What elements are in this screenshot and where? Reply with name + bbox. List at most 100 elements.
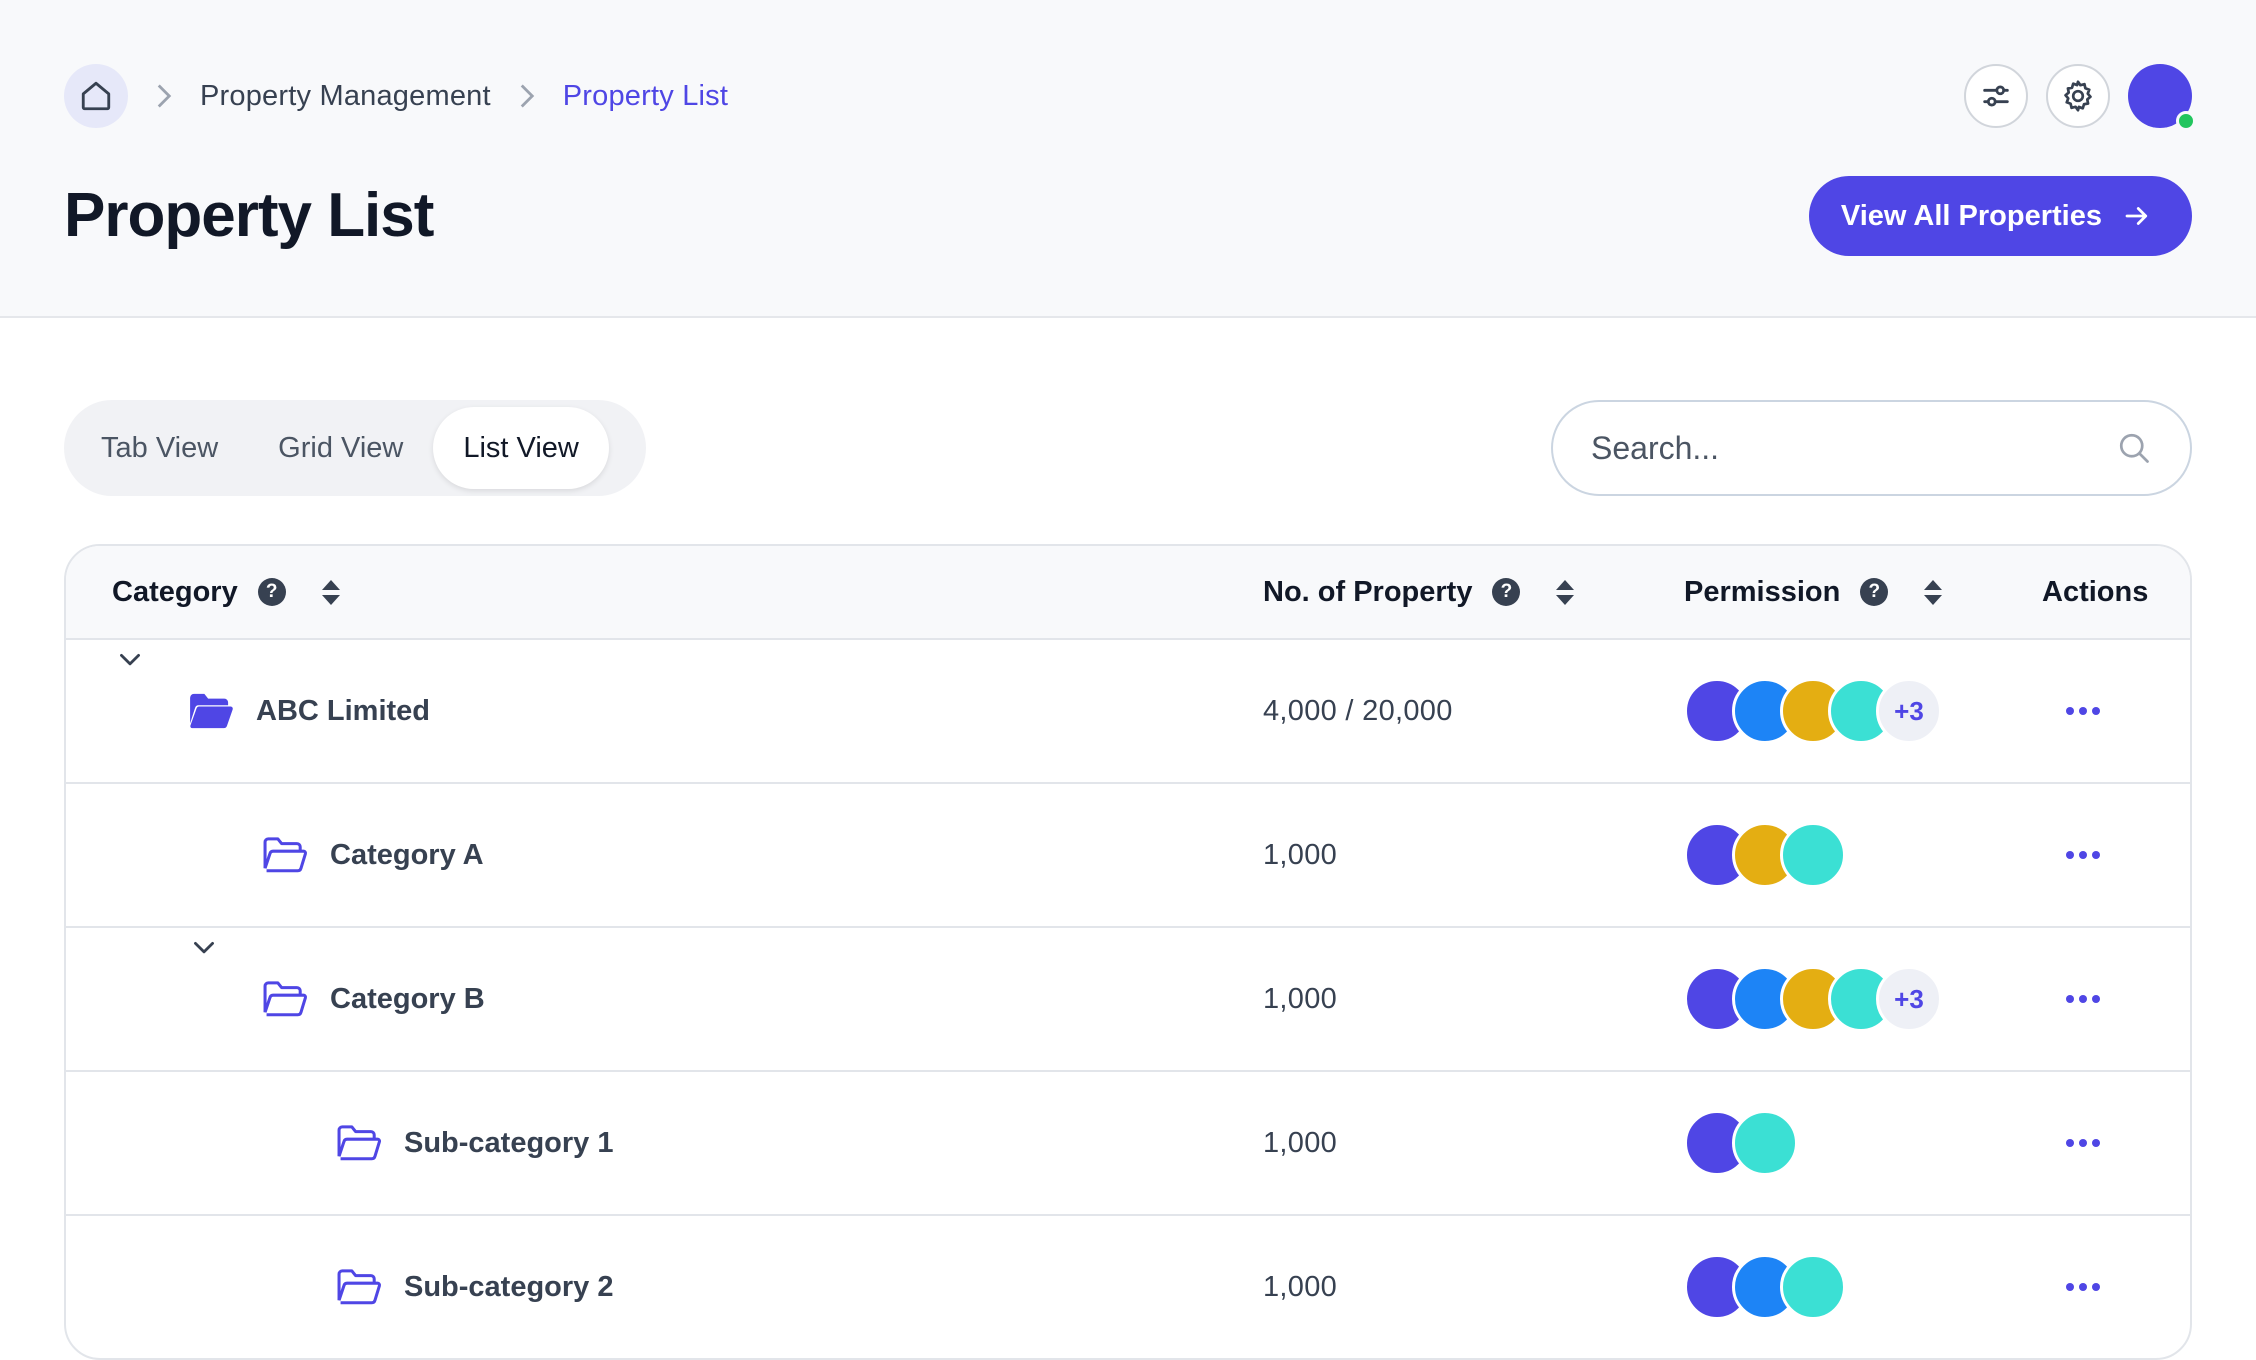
page-header: Property Management Property List Proper… <box>0 0 2256 318</box>
property-count: 1,000 <box>1263 982 1338 1015</box>
breadcrumb-property-list[interactable]: Property List <box>562 79 729 112</box>
table-row[interactable]: Category A 1,000 <box>66 784 2190 928</box>
property-count: 1,000 <box>1263 838 1338 871</box>
table-row[interactable]: Sub-category 2 1,000 <box>66 1216 2190 1358</box>
sort-icon[interactable] <box>1556 579 1575 605</box>
folder-icon <box>262 980 308 1018</box>
search-icon[interactable] <box>2116 430 2152 466</box>
permission-avatars[interactable]: +3 <box>1684 966 1942 1032</box>
category-cell: ABC Limited <box>188 640 430 782</box>
table-row[interactable]: Category B 1,000 +3 <box>66 928 2190 1072</box>
folder-icon <box>188 692 234 730</box>
permission-cell <box>1684 1216 1846 1358</box>
permission-avatar <box>1780 822 1846 888</box>
breadcrumb: Property Management Property List <box>64 64 728 128</box>
grid-view-tab[interactable]: Grid View <box>278 431 404 464</box>
property-count: 4,000 / 20,000 <box>1263 694 1453 727</box>
view-all-properties-label: View All Properties <box>1840 199 2102 232</box>
home-button[interactable] <box>64 64 128 128</box>
table-row[interactable]: ABC Limited 4,000 / 20,000 +3 <box>66 640 2190 784</box>
property-count-cell: 1,000 <box>1263 784 1337 926</box>
breadcrumb-property-management[interactable]: Property Management <box>200 79 491 112</box>
actions-header-label: Actions <box>2042 575 2149 608</box>
user-avatar[interactable] <box>2128 64 2196 131</box>
actions-cell <box>2066 784 2100 926</box>
more-users-badge[interactable]: +3 <box>1876 966 1942 1032</box>
arrow-right-icon <box>2125 207 2148 225</box>
chevron-right-icon <box>128 82 200 110</box>
actions-cell <box>2066 928 2100 1070</box>
actions-column-header: Actions <box>2042 546 2148 638</box>
table-body: ABC Limited 4,000 / 20,000 +3 Category A… <box>66 640 2190 1358</box>
permission-avatars[interactable] <box>1684 1254 1846 1320</box>
header-actions <box>1964 64 2196 131</box>
tab-view-tab[interactable]: Tab View <box>101 431 219 464</box>
permission-avatar <box>1732 1110 1798 1176</box>
actions-cell <box>2066 640 2100 782</box>
settings-button[interactable] <box>2046 64 2110 128</box>
permission-avatar <box>1780 1254 1846 1320</box>
more-actions-icon[interactable] <box>2066 995 2100 1003</box>
filter-settings-button[interactable] <box>1964 64 2028 128</box>
category-header-label: Category <box>112 575 238 608</box>
more-users-badge[interactable]: +3 <box>1876 678 1942 744</box>
category-cell: Sub-category 1 <box>336 1072 614 1214</box>
property-count-cell: 1,000 <box>1263 928 1337 1070</box>
page-title: Property List <box>64 181 434 250</box>
category-name[interactable]: Category B <box>330 982 485 1015</box>
permission-avatars[interactable]: +3 <box>1684 678 1942 744</box>
expand-chevron-icon[interactable] <box>110 640 150 680</box>
gear-icon <box>2064 80 2092 112</box>
folder-icon <box>336 1268 382 1306</box>
category-name[interactable]: Category A <box>330 838 484 871</box>
list-view-tab[interactable]: List View <box>433 407 609 489</box>
permission-cell <box>1684 1072 1798 1214</box>
search-box <box>1551 400 2192 496</box>
expand-chevron-icon[interactable] <box>184 928 224 968</box>
category-cell: Sub-category 2 <box>336 1216 614 1358</box>
folder-icon <box>336 1124 382 1162</box>
category-name[interactable]: Sub-category 1 <box>404 1126 614 1159</box>
count-header-label: No. of Property <box>1263 575 1473 608</box>
property-count: 1,000 <box>1263 1126 1338 1159</box>
category-column-header: Category ? <box>112 546 340 638</box>
more-actions-icon[interactable] <box>2066 707 2100 715</box>
view-all-properties-button[interactable]: View All Properties <box>1808 176 2192 256</box>
permission-avatars[interactable] <box>1684 1110 1798 1176</box>
help-icon[interactable]: ? <box>257 578 286 606</box>
more-actions-icon[interactable] <box>2066 1283 2100 1291</box>
category-name[interactable]: Sub-category 2 <box>404 1270 614 1303</box>
permission-cell: +3 <box>1684 640 1942 782</box>
sort-icon[interactable] <box>321 579 340 605</box>
permission-header-label: Permission <box>1684 575 1841 608</box>
property-count-cell: 4,000 / 20,000 <box>1263 640 1453 782</box>
online-status-dot <box>2176 111 2196 131</box>
actions-cell <box>2066 1216 2100 1358</box>
sort-icon[interactable] <box>1924 579 1943 605</box>
home-icon <box>81 81 111 111</box>
help-icon[interactable]: ? <box>1492 578 1521 606</box>
chevron-right-icon <box>491 82 563 110</box>
property-count: 1,000 <box>1263 1270 1338 1303</box>
table-header: Category ? No. of Property ? Permission … <box>66 546 2190 640</box>
search-input[interactable] <box>1591 429 2116 467</box>
actions-cell <box>2066 1072 2100 1214</box>
help-icon[interactable]: ? <box>1860 578 1889 606</box>
category-cell: Category B <box>262 928 485 1070</box>
category-name[interactable]: ABC Limited <box>256 694 430 727</box>
more-actions-icon[interactable] <box>2066 851 2100 859</box>
property-count-cell: 1,000 <box>1263 1072 1337 1214</box>
permission-column-header: Permission ? <box>1684 546 1943 638</box>
category-cell: Category A <box>262 784 484 926</box>
property-table: Category ? No. of Property ? Permission … <box>64 544 2192 1360</box>
more-actions-icon[interactable] <box>2066 1139 2100 1147</box>
permission-avatars[interactable] <box>1684 822 1846 888</box>
sliders-icon <box>1983 85 2009 107</box>
view-toggle: Tab View Grid View List View <box>64 400 646 496</box>
property-count-cell: 1,000 <box>1263 1216 1337 1358</box>
table-row[interactable]: Sub-category 1 1,000 <box>66 1072 2190 1216</box>
folder-icon <box>262 836 308 874</box>
permission-cell <box>1684 784 1846 926</box>
count-column-header: No. of Property ? <box>1263 546 1575 638</box>
permission-cell: +3 <box>1684 928 1942 1070</box>
